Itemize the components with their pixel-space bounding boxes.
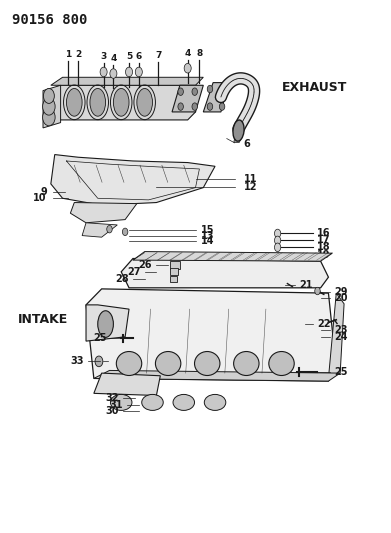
Circle shape xyxy=(178,88,183,95)
Polygon shape xyxy=(43,85,61,128)
Ellipse shape xyxy=(90,88,106,116)
Circle shape xyxy=(178,103,183,110)
Text: 11: 11 xyxy=(244,174,257,183)
Circle shape xyxy=(184,63,191,73)
Ellipse shape xyxy=(98,311,113,337)
Polygon shape xyxy=(172,85,203,112)
Text: 31: 31 xyxy=(109,400,123,409)
Ellipse shape xyxy=(233,120,244,141)
Text: 16: 16 xyxy=(317,229,330,238)
Polygon shape xyxy=(82,223,117,237)
Text: 90156 800: 90156 800 xyxy=(12,13,87,27)
Text: 4: 4 xyxy=(110,54,117,63)
Text: 25: 25 xyxy=(93,334,107,343)
Text: 3: 3 xyxy=(100,52,107,61)
Text: 15: 15 xyxy=(201,225,214,235)
Circle shape xyxy=(274,236,281,245)
Text: 23: 23 xyxy=(335,326,348,335)
Circle shape xyxy=(95,356,103,367)
Text: 12: 12 xyxy=(244,182,257,191)
Polygon shape xyxy=(121,259,328,288)
Bar xyxy=(170,276,177,282)
Text: 26: 26 xyxy=(138,261,152,270)
Ellipse shape xyxy=(111,394,132,410)
Circle shape xyxy=(43,88,54,103)
Polygon shape xyxy=(86,305,129,341)
Polygon shape xyxy=(51,155,215,205)
Circle shape xyxy=(274,229,281,238)
Polygon shape xyxy=(86,289,336,381)
Circle shape xyxy=(110,69,117,78)
Circle shape xyxy=(192,88,197,95)
Text: 1: 1 xyxy=(65,50,72,59)
Text: 28: 28 xyxy=(115,274,129,284)
Circle shape xyxy=(219,85,225,93)
Polygon shape xyxy=(234,134,242,142)
Text: EXHAUST: EXHAUST xyxy=(282,82,347,94)
Text: 13: 13 xyxy=(201,231,214,240)
Text: 20: 20 xyxy=(335,294,348,303)
Ellipse shape xyxy=(113,88,129,116)
Text: 29: 29 xyxy=(335,287,348,297)
Text: 8: 8 xyxy=(196,49,203,58)
Text: 6: 6 xyxy=(136,52,142,61)
Text: 27: 27 xyxy=(127,267,140,277)
Text: 19: 19 xyxy=(317,250,330,260)
Text: 32: 32 xyxy=(105,393,119,403)
Circle shape xyxy=(192,103,197,110)
Ellipse shape xyxy=(142,394,163,410)
Polygon shape xyxy=(51,85,196,120)
Polygon shape xyxy=(51,77,203,85)
Bar xyxy=(170,269,178,276)
Ellipse shape xyxy=(234,352,259,376)
Text: 24: 24 xyxy=(335,333,348,342)
Ellipse shape xyxy=(173,394,195,410)
Text: 18: 18 xyxy=(317,243,330,252)
Circle shape xyxy=(126,67,133,77)
Circle shape xyxy=(122,228,128,236)
Text: 25: 25 xyxy=(335,367,348,377)
Circle shape xyxy=(107,225,112,233)
Circle shape xyxy=(135,67,142,77)
Text: 30: 30 xyxy=(105,407,119,416)
Ellipse shape xyxy=(137,88,152,116)
Circle shape xyxy=(219,103,225,110)
Circle shape xyxy=(43,109,55,126)
Text: 17: 17 xyxy=(317,236,330,245)
Polygon shape xyxy=(133,252,332,261)
Circle shape xyxy=(207,85,213,93)
Text: 7: 7 xyxy=(155,51,161,60)
Polygon shape xyxy=(94,373,160,395)
Circle shape xyxy=(315,287,320,295)
Text: 10: 10 xyxy=(33,193,47,203)
Circle shape xyxy=(274,243,281,252)
Ellipse shape xyxy=(117,352,142,376)
Polygon shape xyxy=(328,293,344,378)
Text: 9: 9 xyxy=(40,187,47,197)
Circle shape xyxy=(100,67,107,77)
Ellipse shape xyxy=(156,352,181,376)
Polygon shape xyxy=(70,203,137,223)
Text: 2: 2 xyxy=(75,50,81,59)
Text: 33: 33 xyxy=(70,357,84,366)
Text: 6: 6 xyxy=(244,139,250,149)
Ellipse shape xyxy=(204,394,226,410)
Ellipse shape xyxy=(66,88,82,116)
Circle shape xyxy=(207,103,213,110)
Text: 4: 4 xyxy=(185,49,191,58)
Polygon shape xyxy=(94,370,340,381)
Polygon shape xyxy=(203,83,229,112)
Bar xyxy=(170,262,180,270)
Ellipse shape xyxy=(195,352,220,376)
Text: 22: 22 xyxy=(317,319,331,329)
Text: INTAKE: INTAKE xyxy=(18,313,68,326)
Ellipse shape xyxy=(269,352,294,376)
Text: 5: 5 xyxy=(126,52,132,61)
Circle shape xyxy=(43,98,55,115)
Text: 21: 21 xyxy=(300,280,313,290)
Text: 14: 14 xyxy=(201,236,214,246)
